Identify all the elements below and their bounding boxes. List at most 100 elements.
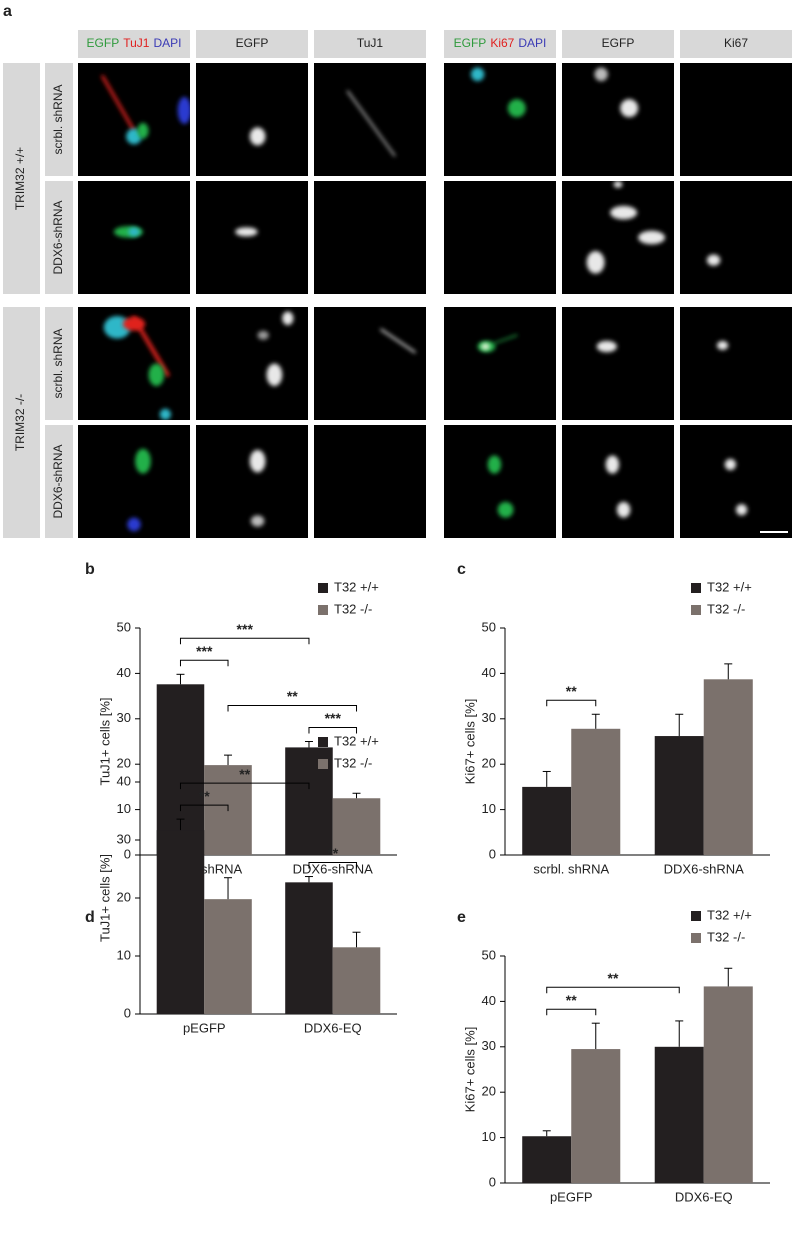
micrograph: [444, 425, 556, 538]
legend-swatch: [318, 759, 328, 769]
x-tick-label: DDX6-EQ: [304, 1020, 362, 1035]
significance-bracket: [179, 782, 310, 790]
legend-label: T32 +/+: [334, 733, 379, 748]
cell-body: [620, 99, 639, 118]
legend-label: T32 -/-: [334, 755, 372, 770]
micrograph-bg: [78, 63, 190, 176]
significance-label: **: [199, 788, 210, 804]
legend-label: T32 -/-: [707, 929, 745, 944]
cell-body: [596, 340, 617, 353]
merge-header: EGFP Ki67 DAPI: [454, 36, 547, 50]
micrograph-bg: [562, 425, 674, 538]
cell-body: [148, 363, 165, 387]
condition-box: [45, 63, 73, 176]
panel-label: b: [85, 561, 95, 578]
condition-label: DDX6-shRNA: [51, 444, 65, 518]
x-tick-label: DDX6-EQ: [675, 1189, 733, 1204]
error-bar: [542, 770, 551, 787]
micrograph-bg: [680, 181, 792, 294]
significance-bracket: [308, 727, 358, 734]
y-tick-label: 20: [482, 1084, 496, 1099]
cell-body: [250, 515, 265, 527]
micrograph: [196, 63, 308, 176]
condition-label: scrbl. shRNA: [51, 328, 65, 398]
legend-label: T32 -/-: [334, 601, 372, 616]
micrograph-bg: [444, 307, 556, 420]
cell-body: [736, 504, 748, 516]
bar: [522, 1136, 572, 1183]
y-tick-label: 50: [482, 619, 496, 634]
cell-process: [101, 75, 136, 133]
micrograph: [680, 63, 792, 176]
header-cell: [314, 30, 426, 58]
channel-word: DAPI: [518, 36, 546, 50]
significance-bracket: [227, 705, 358, 712]
y-tick-label: 30: [117, 710, 131, 725]
error-bar: [224, 754, 233, 766]
y-tick-label: 40: [117, 773, 131, 788]
y-tick-label: 10: [117, 947, 131, 962]
significance-label: **: [287, 688, 298, 704]
error-bar: [675, 713, 684, 737]
significance-label: **: [566, 992, 577, 1008]
header-cell: [680, 30, 792, 58]
y-tick-label: 50: [482, 947, 496, 962]
cell-process: [380, 328, 416, 354]
y-tick-label: 30: [482, 1038, 496, 1053]
significance-label: ***: [196, 643, 213, 659]
micrograph: [562, 181, 674, 294]
cell-body: [135, 448, 151, 474]
significance-label: **: [608, 970, 619, 986]
micrograph: [562, 307, 674, 420]
cell-body: [480, 343, 490, 350]
channel-header: TuJ1: [357, 36, 384, 50]
channel-header: EGFP: [602, 36, 635, 50]
cell-body: [470, 67, 485, 82]
cell-body: [249, 449, 266, 473]
genotype-box: [3, 63, 40, 294]
cell-process: [346, 90, 396, 157]
micrograph: [444, 181, 556, 294]
significance-bracket: [179, 804, 229, 812]
micrograph-bg: [444, 425, 556, 538]
cell-body: [159, 408, 171, 420]
error-bar: [591, 713, 600, 729]
micrograph: [196, 181, 308, 294]
y-tick-label: 50: [117, 619, 131, 634]
significance-bracket: [179, 659, 229, 667]
panel-label: e: [457, 909, 466, 926]
cell-body: [507, 99, 526, 118]
y-tick-label: 0: [489, 846, 496, 861]
cell-body: [613, 181, 623, 188]
micrograph: [680, 307, 792, 420]
channel-word: DAPI: [153, 36, 181, 50]
micrograph: [562, 425, 674, 538]
error-bar: [591, 1022, 600, 1050]
micrograph-bg: [444, 63, 556, 176]
condition-box: [45, 307, 73, 420]
condition-box: [45, 181, 73, 294]
y-tick-label: 40: [482, 665, 496, 680]
panel-label: c: [457, 561, 466, 578]
legend-label: T32 -/-: [707, 601, 745, 616]
micrograph: [78, 181, 190, 294]
legend-swatch: [318, 605, 328, 615]
merge-header: EGFP TuJ1 DAPI: [87, 36, 182, 50]
bar: [703, 679, 753, 855]
micrograph: [444, 63, 556, 176]
y-axis-label: TuJ1+ cells [%]: [97, 854, 112, 942]
cell-body: [235, 227, 258, 237]
error-bar: [724, 663, 733, 680]
y-axis-label: TuJ1+ cells [%]: [97, 697, 112, 785]
micrograph-bg: [680, 425, 792, 538]
micrograph: [196, 425, 308, 538]
error-bar: [304, 876, 313, 883]
y-tick-label: 10: [117, 801, 131, 816]
y-tick-label: 0: [489, 1174, 496, 1189]
legend-label: T32 +/+: [707, 579, 752, 594]
panel-label: d: [85, 909, 95, 926]
micrograph: [562, 63, 674, 176]
cell-body: [122, 317, 146, 331]
y-tick-label: 30: [117, 831, 131, 846]
significance-bracket: [546, 1008, 597, 1016]
